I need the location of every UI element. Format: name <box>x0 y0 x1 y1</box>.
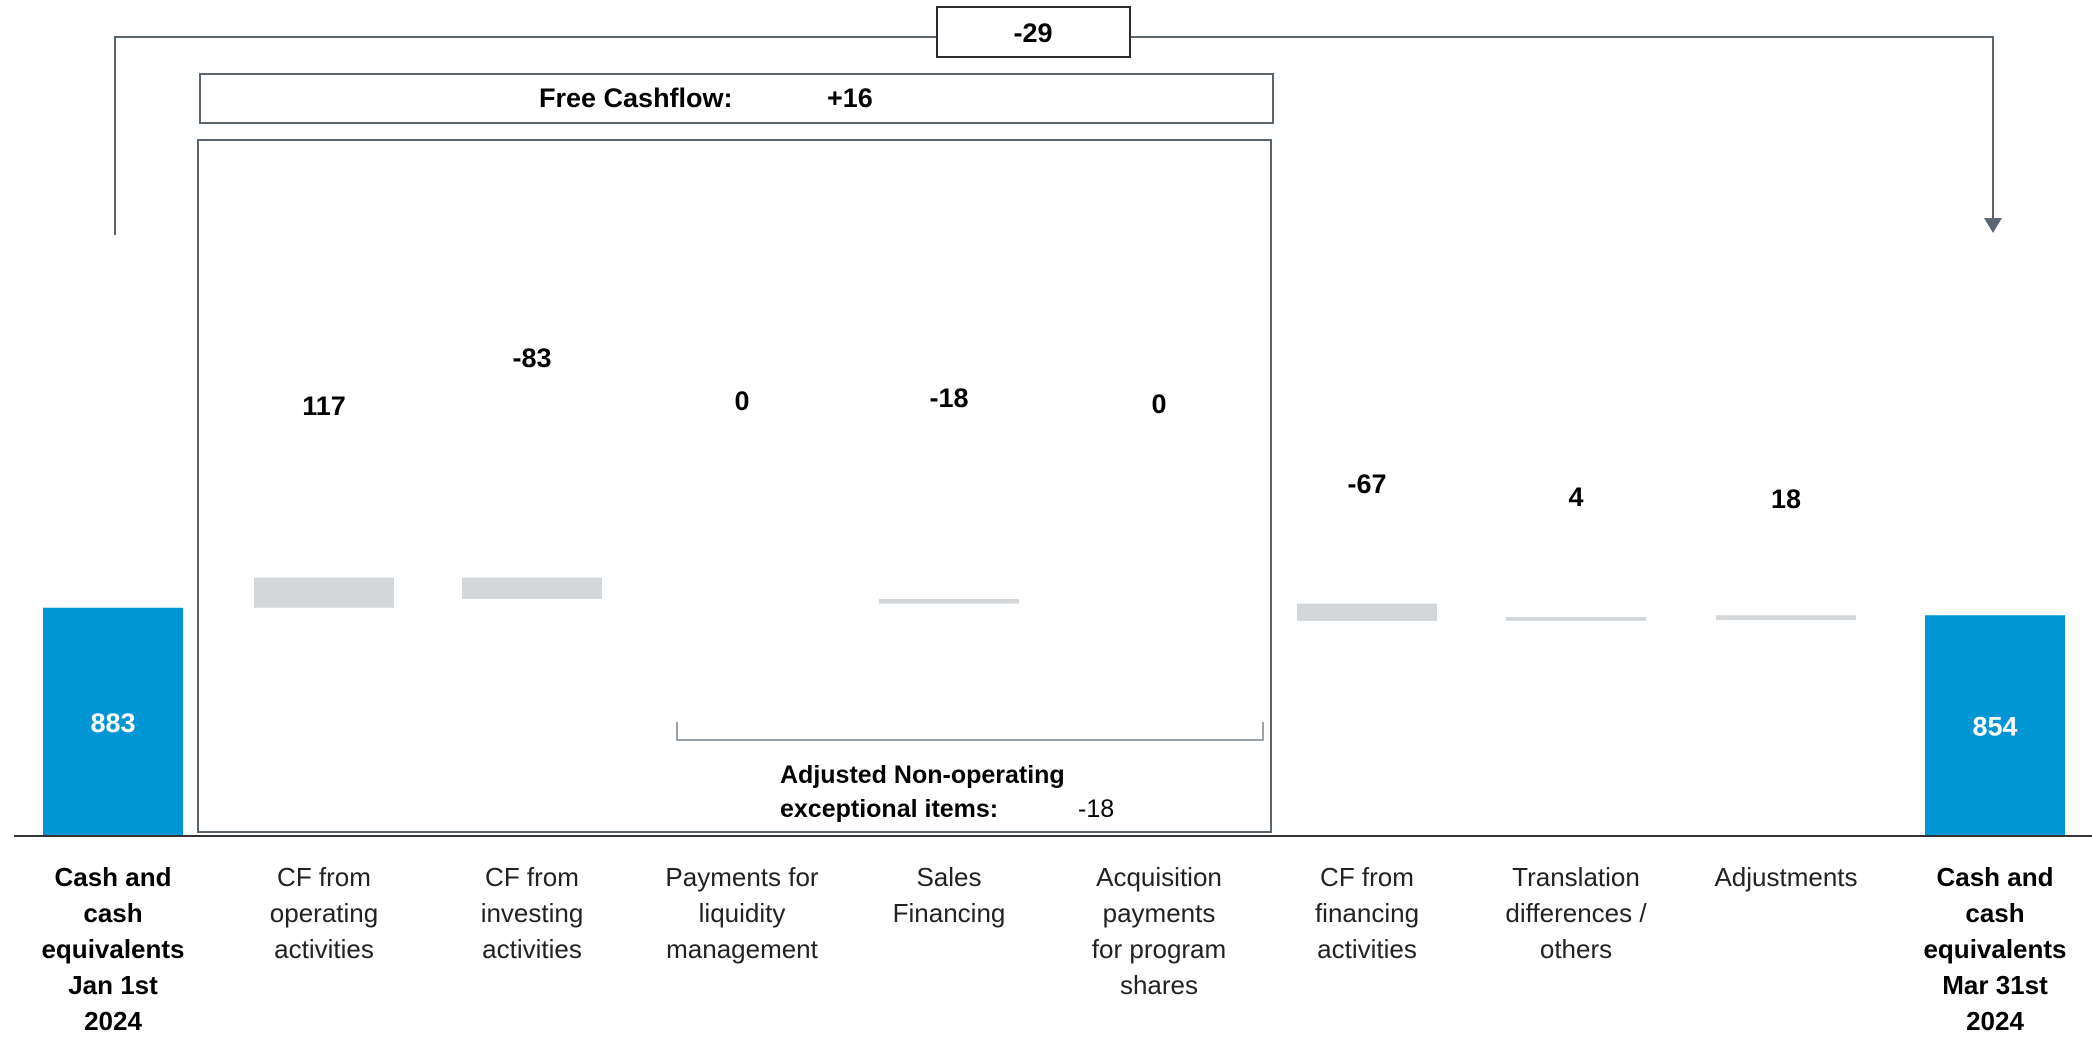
total-bar-0 <box>43 607 183 836</box>
category-label-3-line-1: liquidity <box>699 898 786 928</box>
value-label-9: 854 <box>1972 712 2017 742</box>
value-label-3: 0 <box>734 386 749 416</box>
non-operating-value: -18 <box>1078 795 1114 823</box>
value-label-5: 0 <box>1151 389 1166 419</box>
category-label-1-line-2: activities <box>274 934 374 964</box>
category-label-9-line-1: cash <box>1965 898 2024 928</box>
delta-bar-1 <box>254 577 394 608</box>
non-operating-title-line-1: Adjusted Non-operating <box>780 761 1065 789</box>
value-label-7: 4 <box>1568 482 1583 512</box>
free-cashflow-value: +16 <box>827 83 873 113</box>
category-label-0-line-4: 2024 <box>84 1006 142 1036</box>
value-label-4: -18 <box>929 383 968 413</box>
category-label-1-line-0: CF from <box>277 862 371 892</box>
value-label-0: 883 <box>90 708 135 738</box>
value-label-6: -67 <box>1347 469 1386 499</box>
category-label-7-line-1: differences / <box>1505 898 1647 928</box>
free-cashflow-box <box>197 139 1272 833</box>
category-label-9-line-4: 2024 <box>1966 1006 2024 1036</box>
category-label-4-line-1: Financing <box>893 898 1006 928</box>
category-label-6-line-1: financing <box>1315 898 1419 928</box>
category-label-5-line-0: Acquisition <box>1096 862 1222 892</box>
value-labels-group: 883 117 -83 0 -18 0 -67 4 18 854 <box>90 343 2017 742</box>
category-label-9-line-2: equivalents <box>1923 934 2066 964</box>
total-change-bracket <box>114 36 1994 235</box>
category-label-2-line-1: investing <box>481 898 584 928</box>
category-label-5-line-1: payments <box>1103 898 1216 928</box>
free-cashflow-header <box>199 73 1274 124</box>
category-labels-group: Cash and cash equivalents Jan 1st 2024 CF fro… <box>41 862 2066 1036</box>
category-label-7-line-0: Translation <box>1512 862 1640 892</box>
category-label-0-line-3: Jan 1st <box>68 970 158 1000</box>
category-label-4-line-0: Sales <box>916 862 981 892</box>
category-label-5-line-2: for program <box>1092 934 1226 964</box>
category-label-0-line-1: cash <box>83 898 142 928</box>
category-label-6-line-0: CF from <box>1320 862 1414 892</box>
bars-group <box>43 577 2065 836</box>
category-label-8-line-0: Adjustments <box>1714 862 1857 892</box>
total-change-label: -29 <box>1013 18 1052 48</box>
category-label-1-line-1: operating <box>270 898 378 928</box>
total-bar-9 <box>1925 615 2065 836</box>
delta-bar-4 <box>879 598 1019 604</box>
value-label-2: -83 <box>512 343 551 373</box>
delta-bar-7 <box>1506 616 1646 621</box>
non-operating-bracket <box>676 722 1264 741</box>
delta-bar-6 <box>1297 603 1437 621</box>
delta-bar-2 <box>462 577 602 599</box>
category-label-3-line-0: Payments for <box>665 862 819 892</box>
category-label-5-line-3: shares <box>1120 970 1198 1000</box>
value-label-8: 18 <box>1771 484 1801 514</box>
category-label-7-line-2: others <box>1540 934 1612 964</box>
category-label-6-line-2: activities <box>1317 934 1417 964</box>
category-label-9-line-3: Mar 31st <box>1942 970 2048 1000</box>
value-label-1: 117 <box>302 391 346 421</box>
category-label-3-line-2: management <box>666 934 819 964</box>
non-operating-title-line-2: exceptional items: <box>780 795 998 823</box>
category-label-9-line-0: Cash and <box>1936 862 2053 892</box>
category-label-0-line-2: equivalents <box>41 934 184 964</box>
total-change-arrowhead <box>1984 218 2002 233</box>
total-change-box <box>936 6 1131 58</box>
category-label-2-line-2: activities <box>482 934 582 964</box>
delta-bar-8 <box>1716 615 1856 620</box>
category-label-0-line-0: Cash and <box>54 862 171 892</box>
category-label-2-line-0: CF from <box>485 862 579 892</box>
free-cashflow-title: Free Cashflow: <box>539 83 733 113</box>
